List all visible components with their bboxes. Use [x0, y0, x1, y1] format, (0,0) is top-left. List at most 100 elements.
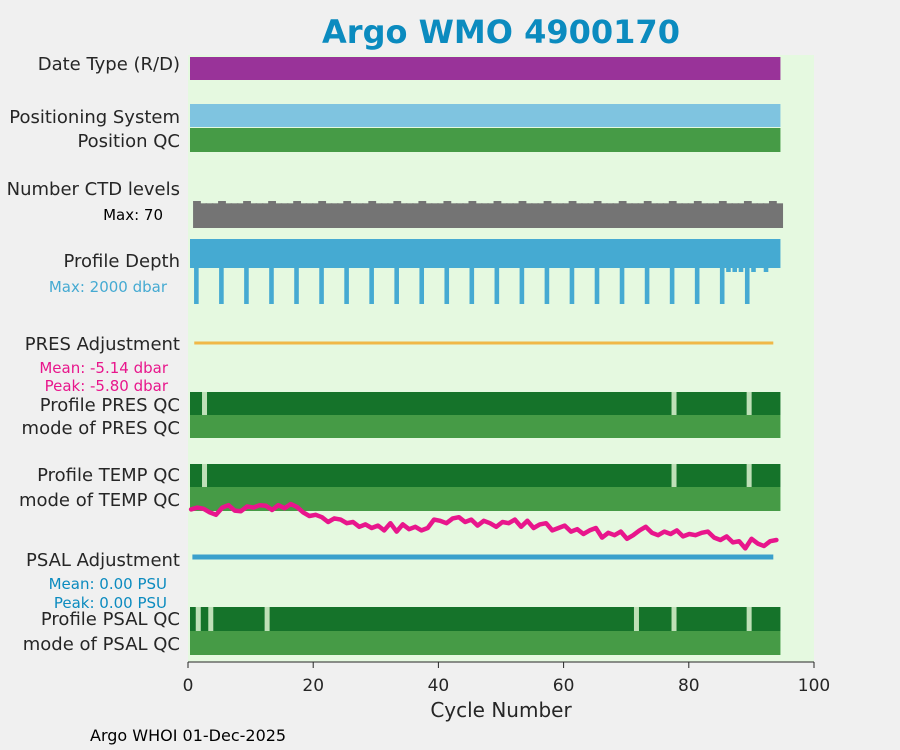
ctd-bar-cycle-77	[668, 201, 677, 228]
ctd-bar-cycle-43	[455, 203, 464, 228]
temp-trace-line	[188, 501, 779, 551]
ctd-bar-cycle-40	[437, 203, 445, 228]
ctd-bar-cycle-52	[512, 203, 521, 228]
ctd-bar-cycle-18	[299, 203, 308, 228]
ctd-bar-cycle-75	[656, 203, 665, 228]
ctd-bar-cycle-86	[725, 203, 733, 228]
ctd-bar-cycle-74	[650, 203, 658, 228]
bar-position-qc	[190, 128, 781, 152]
ctd-bar-cycle-78	[675, 203, 683, 228]
label-mode-pres-qc: mode of PRES QC	[22, 418, 180, 439]
depth-deep-cycle-37	[419, 268, 425, 304]
qc-gap-cycle-89	[746, 464, 752, 487]
ctd-bar-cycle-41	[443, 201, 452, 228]
ctd-max-note: Max: 70	[103, 206, 163, 224]
label-date-type: Date Type (R/D)	[38, 54, 180, 75]
depth-deep-cycle-33	[394, 268, 399, 304]
ctd-bar-cycle-33	[393, 201, 402, 228]
ctd-bar-cycle-48	[487, 203, 496, 228]
x-tick-label-60: 60	[553, 676, 575, 696]
label-pres-adjustment: PRES Adjustment	[25, 334, 180, 355]
bar-positioning-system	[190, 104, 781, 127]
ctd-bar-cycle-34	[399, 203, 408, 228]
qc-gap-cycle-12	[264, 607, 270, 631]
x-tick-label-0: 0	[183, 676, 194, 696]
ctd-bar-cycle-27	[355, 203, 364, 228]
ctd-bar-cycle-61	[568, 201, 577, 228]
ctd-bar-cycle-81	[693, 201, 702, 228]
qc-gap-cycle-1	[195, 607, 201, 631]
qc-gap-cycle-2	[202, 464, 208, 487]
ctd-bar-cycle-62	[574, 203, 583, 228]
psal-peak-note: Peak: 0.00 PSU	[54, 594, 167, 612]
ctd-bar-cycle-44	[462, 203, 471, 228]
ctd-bar-cycle-47	[481, 203, 489, 228]
ctd-bar-cycle-2	[199, 203, 208, 228]
label-profile-pres-qc: Profile PRES QC	[40, 395, 180, 416]
depth-shallow-cycle-92	[763, 268, 769, 272]
label-psal-adjustment: PSAL Adjustment	[26, 550, 180, 571]
depth-deep-cycle-25	[344, 268, 349, 304]
ctd-bar-cycle-71	[631, 203, 640, 228]
depth-deep-cycle-45	[469, 268, 475, 304]
ctd-bar-cycle-90	[750, 203, 758, 228]
ctd-bar-cycle-4	[211, 203, 220, 228]
ctd-bar-cycle-1	[193, 201, 201, 228]
depth-max-note: Max: 2000 dbar	[49, 278, 168, 296]
depth-shallow-cycle-88	[738, 268, 744, 272]
x-tick-label-20: 20	[302, 676, 324, 696]
ctd-bar-cycle-69	[618, 201, 627, 228]
qc-gap-cycle-77	[671, 392, 677, 415]
pres-peak-note: Peak: -5.80 dbar	[45, 377, 169, 395]
ctd-bar-cycle-14	[274, 203, 283, 228]
ctd-bar-cycle-39	[430, 203, 439, 228]
ctd-bar-cycle-5	[218, 201, 226, 228]
ctd-bar-cycle-85	[718, 201, 727, 228]
depth-deep-cycle-1	[194, 268, 199, 304]
depth-deep-cycle-13	[269, 268, 274, 304]
ctd-bar-cycle-15	[280, 203, 289, 228]
qc-gap-cycle-89	[746, 392, 752, 415]
ctd-bar-cycle-9	[243, 201, 251, 228]
ctd-bar-cycle-37	[418, 201, 427, 228]
ctd-bar-cycle-13	[268, 201, 276, 228]
ctd-bar-cycle-76	[662, 203, 671, 228]
ctd-bar-cycle-20	[312, 203, 320, 228]
depth-deep-cycle-81	[694, 268, 700, 304]
label-profile-temp-qc: Profile TEMP QC	[37, 465, 180, 486]
bar-profile-temp-qc	[190, 464, 781, 487]
depth-shallow-cycle-87	[732, 268, 738, 272]
label-mode-temp-qc: mode of TEMP QC	[19, 490, 180, 511]
ctd-bar-cycle-28	[362, 203, 370, 228]
qc-gap-cycle-3	[208, 607, 214, 631]
pres-mean-note: Mean: -5.14 dbar	[39, 359, 169, 377]
label-profile-depth: Profile Depth	[63, 251, 180, 272]
ctd-bar-cycle-11	[255, 203, 264, 228]
ctd-bar-cycle-67	[606, 203, 615, 228]
bar-date-type	[190, 57, 781, 80]
ctd-bar-cycle-82	[700, 203, 708, 228]
ctd-bar-cycle-80	[687, 203, 696, 228]
ctd-bar-cycle-83	[706, 203, 715, 228]
label-ctd-levels: Number CTD levels	[7, 179, 180, 200]
ctd-bar-cycle-35	[405, 203, 414, 228]
ctd-bar-cycle-16	[286, 203, 295, 228]
ctd-bar-cycle-60	[562, 203, 571, 228]
depth-deep-cycle-49	[494, 268, 500, 304]
ctd-bar-cycle-8	[236, 203, 245, 228]
depth-deep-cycle-73	[644, 268, 650, 304]
ctd-bar-cycle-46	[474, 203, 483, 228]
ctd-bar-cycle-6	[224, 203, 233, 228]
ctd-bar-cycle-55	[531, 203, 539, 228]
depth-deep-cycle-85	[719, 268, 725, 304]
ctd-bar-cycle-66	[599, 203, 608, 228]
qc-gap-cycle-2	[202, 392, 208, 415]
psal-mean-note: Mean: 0.00 PSU	[49, 575, 167, 593]
ctd-bar-cycle-63	[581, 203, 589, 228]
ctd-bar-cycle-57	[543, 201, 552, 228]
ctd-bar-cycle-24	[337, 203, 345, 228]
qc-gap-cycle-89	[746, 607, 752, 631]
x-tick-label-40: 40	[428, 676, 450, 696]
depth-deep-cycle-77	[669, 268, 675, 304]
ctd-bar-cycle-49	[493, 201, 502, 228]
